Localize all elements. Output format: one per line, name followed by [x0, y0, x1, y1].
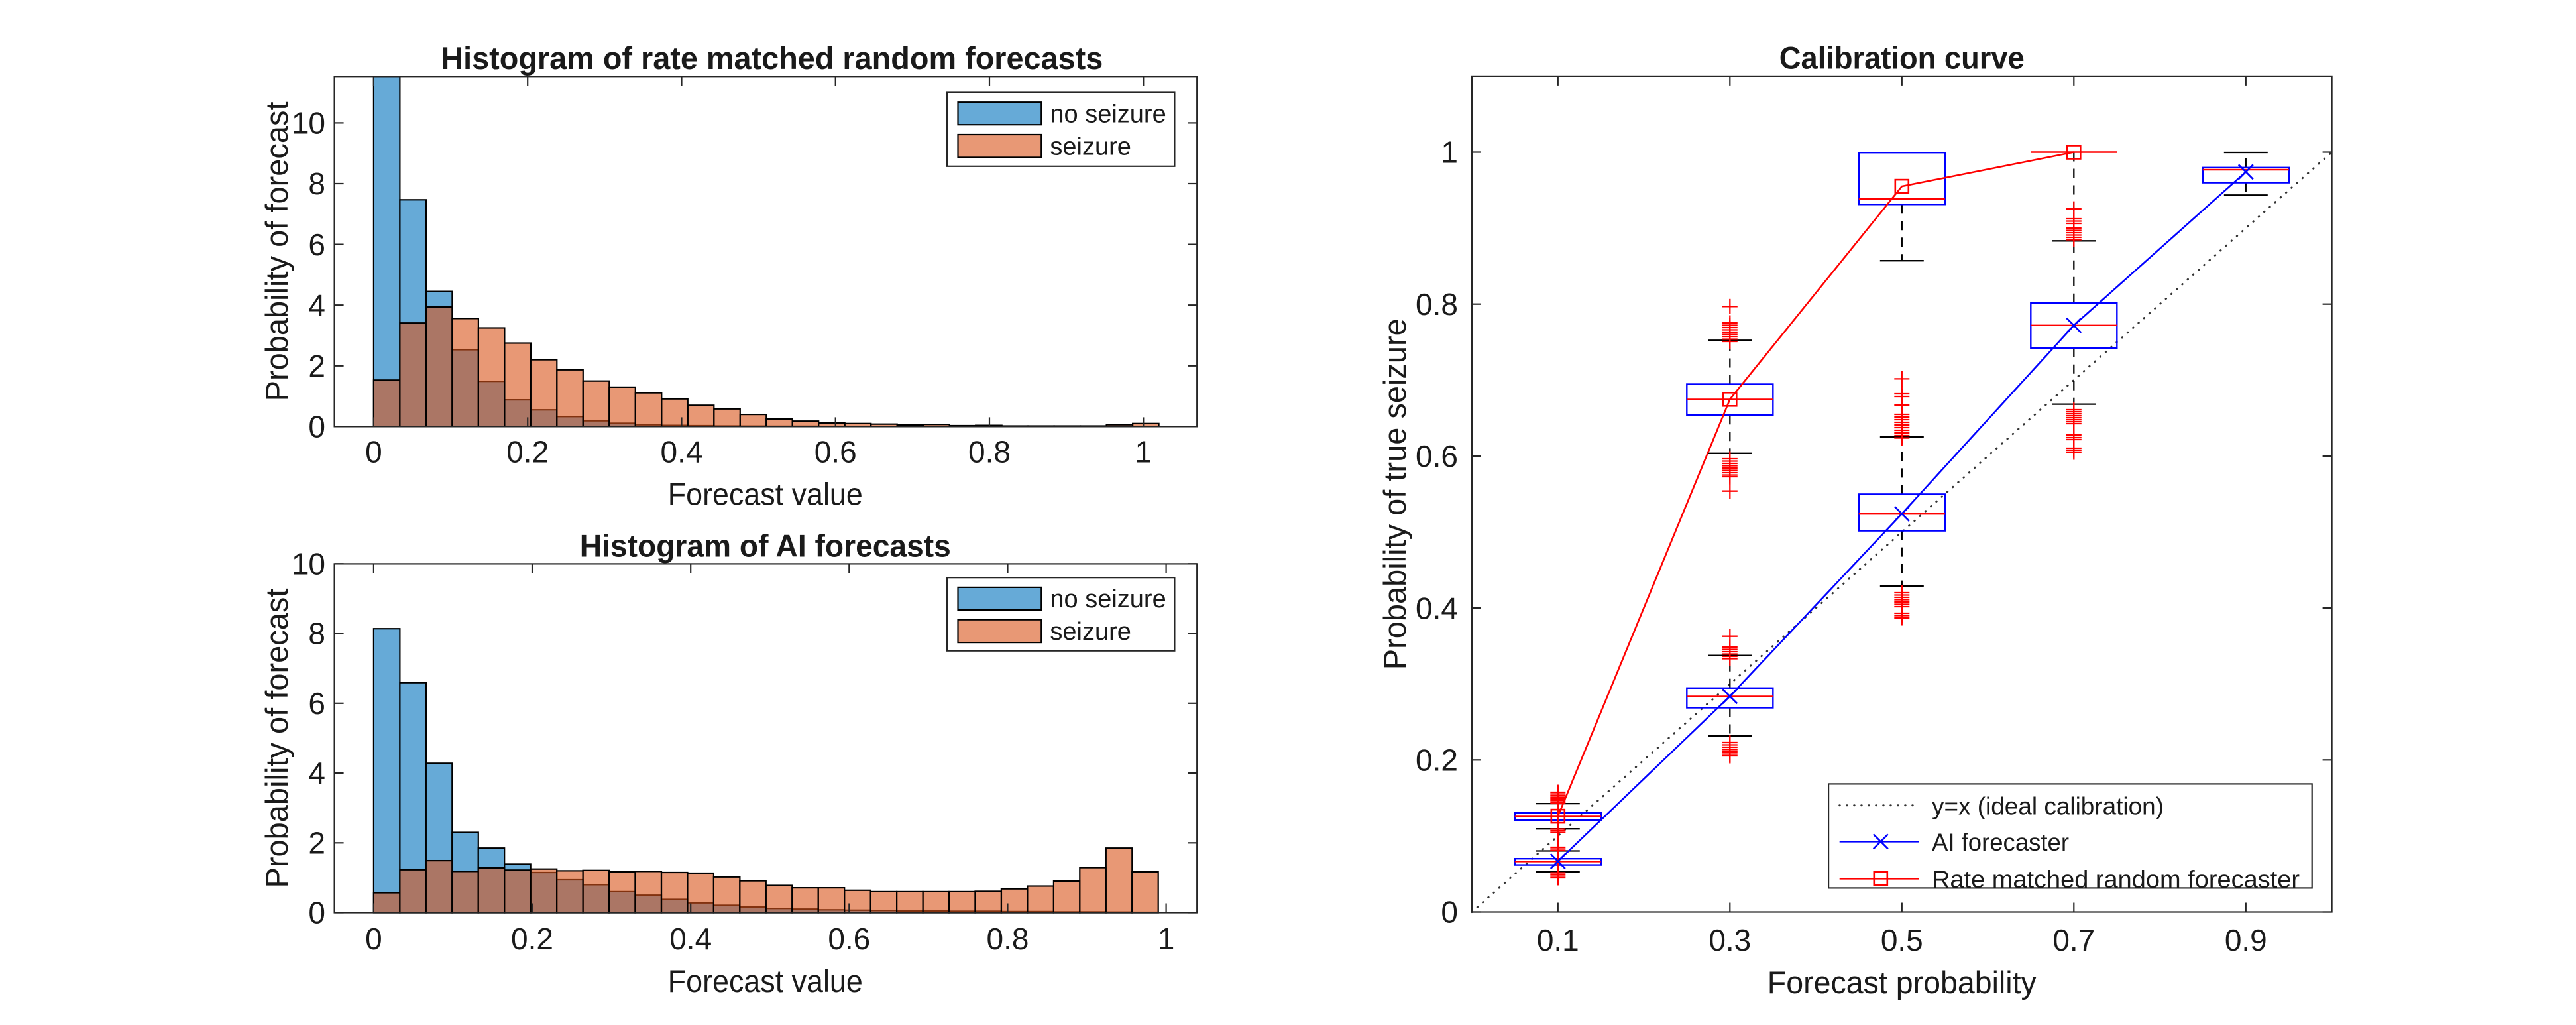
svg-text:0.8: 0.8 — [987, 922, 1029, 956]
svg-text:4: 4 — [308, 288, 325, 322]
svg-text:0.2: 0.2 — [1416, 743, 1458, 778]
svg-text:0.6: 0.6 — [828, 922, 870, 956]
svg-text:0: 0 — [1441, 895, 1458, 930]
svg-text:0.4: 0.4 — [661, 435, 703, 469]
svg-text:0: 0 — [365, 435, 382, 469]
svg-text:0.8: 0.8 — [1416, 287, 1458, 322]
svg-text:1: 1 — [1441, 135, 1458, 170]
svg-text:0.6: 0.6 — [1416, 439, 1458, 473]
svg-text:1: 1 — [1135, 435, 1152, 469]
svg-text:0.4: 0.4 — [669, 922, 712, 956]
svg-text:10: 10 — [292, 106, 325, 141]
svg-text:y=x (ideal calibration): y=x (ideal calibration) — [1932, 792, 2164, 819]
svg-text:0.8: 0.8 — [968, 435, 1011, 469]
svg-text:0.6: 0.6 — [814, 435, 857, 469]
svg-text:2: 2 — [308, 349, 325, 383]
svg-text:10: 10 — [292, 547, 325, 581]
svg-text:0.3: 0.3 — [1708, 923, 1751, 957]
svg-text:Probability of forecast: Probability of forecast — [259, 101, 294, 401]
svg-text:no seizure: no seizure — [1050, 585, 1166, 613]
svg-text:0.2: 0.2 — [511, 922, 553, 956]
svg-text:seizure: seizure — [1050, 618, 1131, 646]
svg-text:2: 2 — [308, 826, 325, 861]
svg-text:seizure: seizure — [1050, 133, 1131, 161]
svg-text:0: 0 — [308, 896, 325, 930]
svg-text:Forecast probability: Forecast probability — [1767, 965, 2037, 1000]
svg-text:Forecast value: Forecast value — [668, 963, 863, 998]
svg-text:Probability of true seizure: Probability of true seizure — [1377, 318, 1412, 670]
svg-text:AI forecaster: AI forecaster — [1932, 829, 2069, 856]
svg-text:0.9: 0.9 — [2225, 923, 2267, 957]
svg-text:Probability of forecast: Probability of forecast — [259, 589, 294, 888]
svg-text:0: 0 — [365, 922, 382, 956]
svg-text:8: 8 — [308, 166, 325, 201]
svg-text:Rate matched random forecaster: Rate matched random forecaster — [1932, 866, 2300, 893]
svg-text:6: 6 — [308, 227, 325, 262]
svg-text:Histogram of rate matched rand: Histogram of rate matched random forecas… — [441, 41, 1103, 76]
svg-text:Forecast value: Forecast value — [668, 477, 863, 512]
svg-text:0.1: 0.1 — [1537, 923, 1579, 957]
svg-text:0.4: 0.4 — [1416, 591, 1458, 625]
svg-text:Histogram of AI forecasts: Histogram of AI forecasts — [580, 528, 951, 564]
svg-text:6: 6 — [308, 686, 325, 721]
svg-text:Calibration curve: Calibration curve — [1779, 41, 2025, 76]
svg-text:0.7: 0.7 — [2052, 923, 2095, 957]
svg-text:0.5: 0.5 — [1881, 923, 1923, 957]
svg-text:8: 8 — [308, 617, 325, 651]
svg-text:0.2: 0.2 — [506, 435, 549, 469]
svg-text:no seizure: no seizure — [1050, 101, 1166, 129]
svg-text:0: 0 — [308, 410, 325, 444]
svg-text:1: 1 — [1158, 922, 1175, 956]
svg-text:4: 4 — [308, 756, 325, 790]
